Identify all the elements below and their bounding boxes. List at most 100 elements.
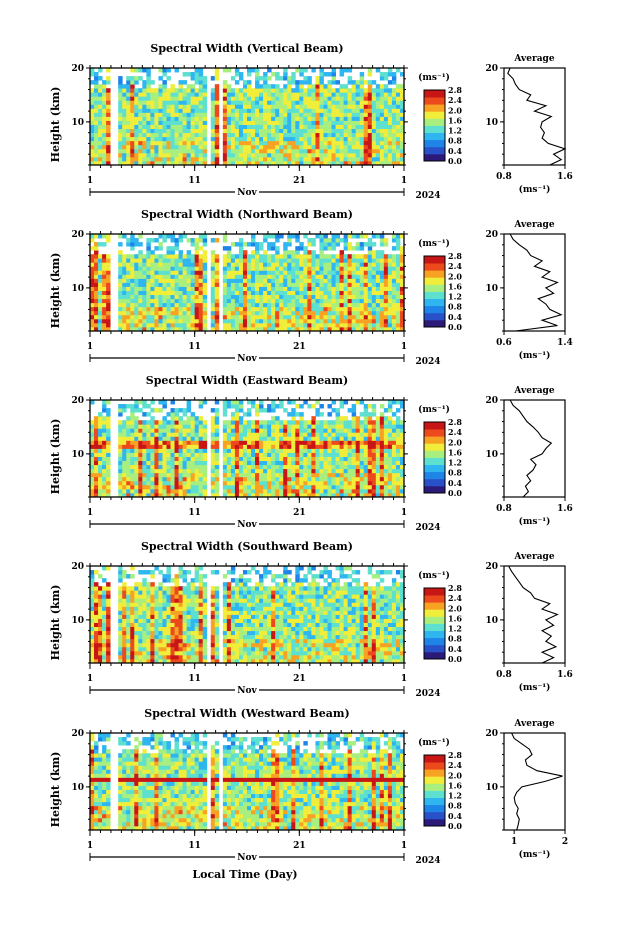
heatmap-cell <box>171 489 175 493</box>
heatmap-cell <box>158 278 162 282</box>
heatmap-cell <box>146 133 150 137</box>
heatmap-cell <box>295 307 299 311</box>
heatmap-cell <box>267 436 271 440</box>
heatmap-cell <box>255 145 259 149</box>
heatmap-cell <box>323 262 327 266</box>
heatmap-cell <box>166 141 170 145</box>
heatmap-cell <box>247 266 251 270</box>
heatmap-cell <box>191 141 195 145</box>
heatmap-cell <box>380 234 384 238</box>
heatmap-cell <box>211 424 215 428</box>
heatmap-cell <box>319 489 323 493</box>
heatmap-cell <box>142 400 146 404</box>
heatmap-cell <box>319 88 323 92</box>
heatmap-cell <box>122 266 126 270</box>
heatmap-cell <box>235 453 239 457</box>
heatmap-cell <box>162 473 166 477</box>
heatmap-cell <box>94 112 98 116</box>
heatmap-cell <box>340 477 344 481</box>
heatmap-cell <box>191 291 195 295</box>
heatmap-cell <box>227 262 231 266</box>
heatmap-cell <box>344 145 348 149</box>
heatmap-cell <box>315 262 319 266</box>
heatmap-cell <box>279 287 283 291</box>
heatmap-cell <box>94 72 98 76</box>
heatmap-cell <box>154 270 158 274</box>
heatmap-cell <box>283 278 287 282</box>
heatmap-cell <box>376 457 380 461</box>
heatmap-cell <box>154 274 158 278</box>
heatmap-cell <box>315 121 319 125</box>
heatmap-cell <box>291 444 295 448</box>
heatmap-cell <box>291 477 295 481</box>
heatmap-cell <box>102 287 106 291</box>
heatmap-cell <box>376 453 380 457</box>
heatmap-cell <box>162 416 166 420</box>
heatmap-cell <box>231 96 235 100</box>
heatmap-cell <box>106 489 110 493</box>
heatmap-cell <box>271 485 275 489</box>
heatmap-cell <box>279 234 283 238</box>
heatmap-cell <box>263 258 267 262</box>
heatmap-cell <box>267 291 271 295</box>
heatmap-cell <box>158 117 162 121</box>
heatmap-cell <box>328 432 332 436</box>
heatmap-cell <box>231 319 235 323</box>
heatmap-cell <box>158 295 162 299</box>
heatmap-cell <box>376 153 380 157</box>
heatmap-cell <box>102 323 106 327</box>
heatmap-cell <box>344 307 348 311</box>
heatmap-cell <box>195 420 199 424</box>
heatmap-cell <box>352 481 356 485</box>
heatmap-cell <box>340 258 344 262</box>
heatmap-cell <box>259 133 263 137</box>
heatmap-cell <box>162 121 166 125</box>
heatmap-cell <box>319 92 323 96</box>
heatmap-cell <box>90 453 94 457</box>
heatmap-cell <box>179 489 183 493</box>
heatmap-cell <box>158 96 162 100</box>
heatmap-cell <box>376 121 380 125</box>
heatmap-cell <box>348 477 352 481</box>
heatmap-cell <box>162 137 166 141</box>
heatmap-cell <box>94 444 98 448</box>
heatmap-cell <box>94 424 98 428</box>
heatmap-cell <box>118 84 122 88</box>
heatmap-cell <box>94 149 98 153</box>
heatmap-cell <box>98 262 102 266</box>
heatmap-cell <box>106 287 110 291</box>
heatmap-cell <box>303 258 307 262</box>
heatmap-cell <box>102 428 106 432</box>
heatmap-cell <box>348 432 352 436</box>
heatmap-cell <box>295 141 299 145</box>
heatmap-cell <box>336 157 340 161</box>
heatmap-cell <box>392 266 396 270</box>
heatmap-cell <box>271 444 275 448</box>
heatmap-cell <box>223 307 227 311</box>
heatmap-cell <box>307 477 311 481</box>
heatmap-cell <box>247 469 251 473</box>
heatmap-cell <box>183 157 187 161</box>
heatmap-cell <box>223 428 227 432</box>
heatmap-cell <box>158 436 162 440</box>
heatmap-cell <box>191 481 195 485</box>
heatmap-cell <box>191 319 195 323</box>
heatmap-cell <box>332 234 336 238</box>
heatmap-cell <box>130 141 134 145</box>
heatmap-cell <box>247 295 251 299</box>
heatmap-cell <box>134 287 138 291</box>
heatmap-cell <box>90 96 94 100</box>
heatmap-cell <box>352 311 356 315</box>
heatmap-cell <box>251 457 255 461</box>
heatmap-cell <box>340 311 344 315</box>
heatmap-cell <box>368 283 372 287</box>
heatmap-cell <box>98 432 102 436</box>
heatmap-cell <box>179 319 183 323</box>
heatmap-cell <box>90 254 94 258</box>
heatmap-cell <box>211 307 215 311</box>
heatmap-cell <box>283 137 287 141</box>
heatmap-cell <box>150 100 154 104</box>
heatmap-cell <box>94 88 98 92</box>
heatmap-cell <box>146 80 150 84</box>
heatmap-cell <box>183 153 187 157</box>
